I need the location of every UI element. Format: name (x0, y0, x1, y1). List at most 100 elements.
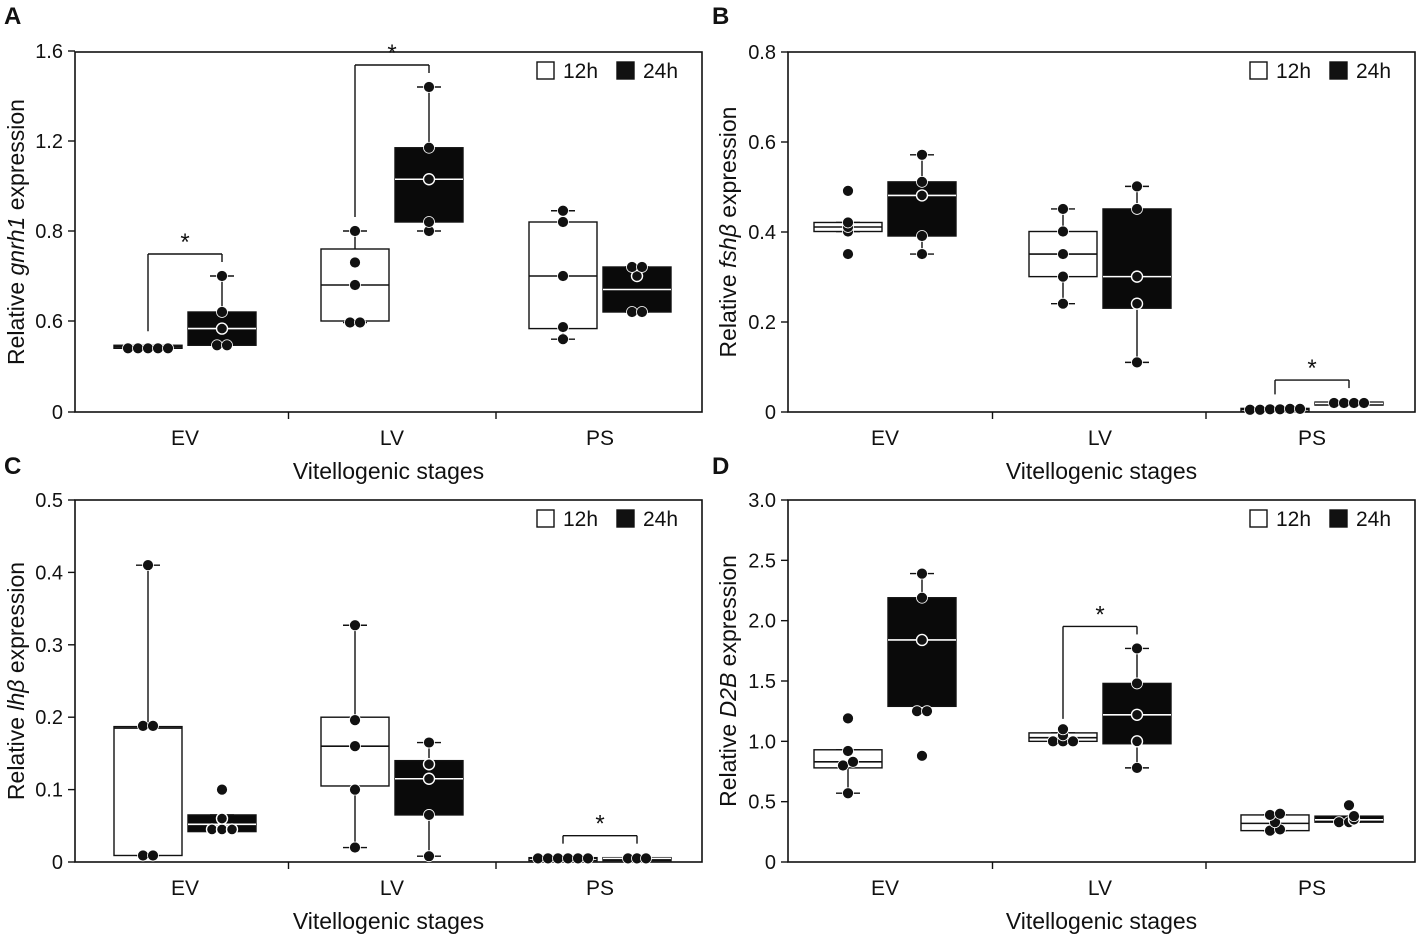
data-point (562, 852, 574, 865)
legend-swatch-24h (616, 61, 635, 80)
box-12h-lv (1028, 203, 1098, 310)
box-12h-lv (320, 225, 390, 329)
legend-label-24h: 24h (1356, 508, 1391, 531)
box-24h-lv (394, 81, 464, 237)
data-point (1264, 809, 1276, 821)
data-point (532, 852, 544, 865)
box-24h-ps (602, 852, 672, 865)
data-point (349, 783, 361, 796)
data-point (916, 175, 928, 188)
y-tick-label: 2.0 (748, 611, 776, 633)
data-point (1130, 270, 1144, 283)
data-point (630, 269, 644, 283)
box-12h-lv (1028, 723, 1098, 748)
legend-label-24h: 24h (1356, 60, 1391, 83)
legend-label-12h: 12h (563, 508, 598, 531)
y-tick-label: 0 (52, 852, 63, 874)
significance-label: * (180, 229, 189, 256)
y-axis-title-gene: gnrh1 (3, 217, 29, 276)
data-point (1348, 397, 1360, 409)
data-point (1333, 816, 1345, 829)
chart-panel-a: A 0 0.6 0.8 1.2 1.6 EV LV PS Vitellogenic stages R… (3, 3, 703, 484)
data-point (626, 261, 638, 273)
y-tick-label: 0.2 (748, 312, 776, 334)
y-axis-title: Relative lhβ expression (3, 562, 29, 800)
data-point (1338, 397, 1350, 409)
box-24h-ev (187, 270, 257, 352)
box-24h-ev (887, 148, 957, 260)
y-tick-label: 0.6 (748, 132, 776, 154)
y-tick-label: 2.5 (748, 550, 776, 572)
data-point (423, 736, 435, 749)
y-axis-title-gene: D2B (715, 673, 741, 718)
data-point (221, 339, 233, 352)
data-point (557, 333, 569, 346)
data-point (142, 559, 154, 572)
data-point (1130, 735, 1144, 748)
data-point (1057, 203, 1069, 215)
data-point (915, 633, 929, 647)
data-point (636, 306, 648, 318)
box-12h-ps (1240, 807, 1310, 837)
y-tick-label: 1.2 (35, 131, 63, 153)
data-point (1057, 270, 1069, 283)
data-point (423, 141, 435, 154)
data-point (215, 322, 229, 335)
y-tick-label: 0.1 (35, 780, 63, 802)
box-24h-lv (1102, 180, 1172, 369)
data-point (142, 342, 154, 355)
legend-swatch-24h (1329, 509, 1348, 528)
x-tick-label: PS (1298, 427, 1326, 450)
y-tick-label: 0 (765, 852, 776, 874)
plot-frame (787, 499, 1416, 863)
data-point (916, 230, 928, 242)
data-point (1131, 761, 1143, 774)
box-12h-lv (320, 619, 390, 854)
box-24h-lv (394, 736, 464, 863)
box-24h-lv (1102, 642, 1172, 774)
significance-bracket: * (1062, 601, 1138, 719)
data-point (842, 787, 854, 800)
box-24h-ps (1314, 397, 1384, 409)
data-point (1131, 356, 1143, 369)
data-point (542, 852, 554, 865)
data-point (1284, 402, 1296, 415)
data-point (1131, 677, 1143, 690)
chart-panel-b: B 0 0.2 0.4 0.6 0.8 EV LV PS Vitellogenic stages R… (712, 3, 1416, 484)
data-point (572, 852, 584, 865)
data-point (422, 772, 436, 785)
box-body (113, 725, 183, 857)
significance-label: * (595, 811, 604, 838)
data-point (349, 714, 361, 726)
data-point (1294, 402, 1306, 415)
data-point (842, 712, 854, 725)
x-tick-label: PS (586, 427, 614, 450)
legend-swatch-24h (616, 509, 635, 528)
box-12h-ps (528, 204, 598, 346)
data-point (842, 184, 854, 197)
data-point (1343, 799, 1355, 812)
data-point (1328, 397, 1340, 409)
data-point (1067, 735, 1079, 748)
data-point (1057, 248, 1069, 260)
y-axis-title-gene: lhβ (3, 680, 29, 711)
box-12h-ps (1240, 402, 1310, 416)
y-tick-label: 0.4 (35, 562, 63, 584)
data-point (1274, 807, 1286, 820)
panel-label: D (712, 453, 729, 480)
box-12h-ev (813, 184, 883, 260)
data-point (842, 248, 854, 260)
x-tick-label: LV (380, 427, 404, 450)
data-point (557, 204, 569, 217)
plot-frame (74, 51, 703, 413)
y-tick-label: 0.8 (35, 221, 63, 243)
data-point (423, 809, 435, 821)
data-point (1244, 403, 1256, 416)
data-point (916, 591, 928, 604)
data-point (349, 225, 361, 237)
legend-label-24h: 24h (643, 60, 678, 83)
y-tick-label: 1.6 (35, 41, 63, 63)
data-point (1130, 708, 1144, 721)
data-point (423, 81, 435, 93)
y-axis-title-suffix: expression (3, 99, 29, 217)
